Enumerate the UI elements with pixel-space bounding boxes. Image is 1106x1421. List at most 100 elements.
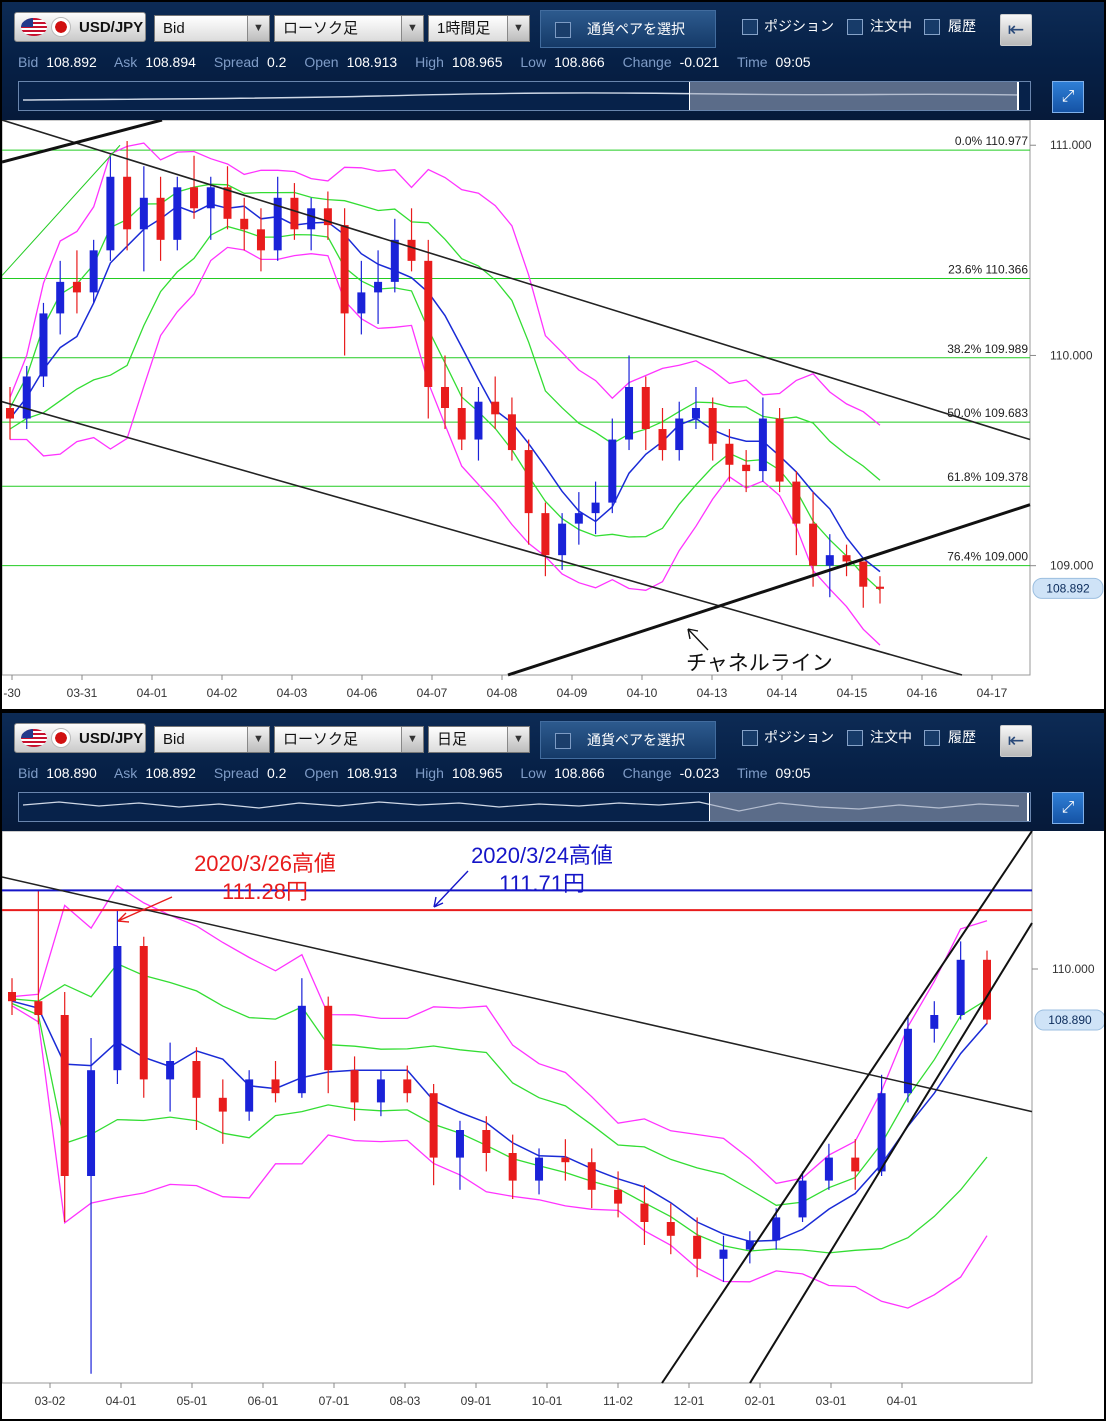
candle-body	[507, 414, 516, 451]
chart-settings-icon[interactable]: ⇤	[1000, 14, 1032, 46]
candle-body	[190, 187, 199, 209]
quote-value: 0.2	[266, 54, 287, 70]
candle-body	[930, 1015, 939, 1029]
currency-pair-selector[interactable]: USD/JPY	[14, 12, 146, 42]
chart-type-dropdown[interactable]: ローソク足 ▼	[274, 726, 424, 753]
navigator-range-handle[interactable]	[689, 82, 1019, 110]
navigator-scrollbar[interactable]	[18, 792, 1031, 822]
quote-label: Spread	[213, 54, 259, 70]
select-pair-label: 通貨ペアを選択	[587, 21, 685, 37]
candle-body	[173, 187, 182, 240]
price-type-value: Bid	[163, 20, 185, 37]
candle-body	[640, 1203, 649, 1222]
candle-body	[482, 1130, 491, 1153]
candle-body	[256, 229, 265, 251]
quote-value: 0.2	[266, 765, 287, 781]
x-tick-label: 04-01	[106, 1394, 137, 1408]
candle-body	[491, 401, 500, 415]
x-tick-label: 11-02	[603, 1394, 633, 1408]
us-flag-icon	[21, 18, 47, 36]
y-tick-label: 109.000	[1050, 559, 1094, 573]
candle-body	[809, 523, 818, 566]
chevron-down-icon: ▼	[507, 727, 529, 752]
candle-body	[675, 418, 684, 451]
candle-body	[792, 481, 801, 524]
chart-panel-daily: USD/JPY Bid ▼ ローソク足 ▼ 日足 ▼ 通貨ペアを選択 ポジション 注文…	[2, 713, 1104, 1419]
candle-body	[429, 1093, 438, 1158]
pair-checkbox[interactable]	[555, 22, 571, 38]
candle-body	[374, 281, 383, 293]
currency-pair-selector[interactable]: USD/JPY	[14, 723, 146, 753]
y-tick-label: 110.000	[1052, 962, 1095, 976]
chart-type-dropdown[interactable]: ローソク足 ▼	[274, 15, 424, 42]
trend-line-descending	[2, 876, 1033, 1113]
quote-value: 108.965	[451, 54, 503, 70]
candle-body	[561, 1157, 570, 1163]
candle-body	[223, 187, 232, 219]
chart-settings-icon[interactable]: ⇤	[1000, 725, 1032, 757]
history-checkbox[interactable]	[924, 730, 940, 746]
positions-checkbox[interactable]	[742, 730, 758, 746]
chart-type-value: ローソク足	[283, 20, 359, 37]
candle-body	[983, 959, 991, 1020]
select-pair-button[interactable]: 通貨ペアを選択	[540, 10, 716, 48]
quote-bar: Bid 108.892 Ask 108.894 Spread 0.2 Open 108.…	[18, 54, 825, 70]
navigator-scrollbar[interactable]	[18, 81, 1031, 111]
candle-body	[842, 555, 851, 562]
x-tick-label: 04-03	[277, 686, 308, 700]
candle-body	[424, 260, 433, 387]
quote-label: Change	[622, 765, 672, 781]
candle-body	[587, 1162, 596, 1190]
pair-checkbox[interactable]	[555, 733, 571, 749]
annotation-arrow	[117, 896, 173, 923]
candle-body	[825, 555, 834, 566]
quote-label: Open	[304, 765, 339, 781]
candle-body	[89, 250, 98, 293]
candle-body	[206, 187, 215, 209]
expand-icon[interactable]: ⤢	[1052, 81, 1084, 113]
x-tick-label: 04-17	[977, 686, 1008, 700]
x-tick-label: 04-07	[417, 686, 448, 700]
orders-checkbox[interactable]	[847, 19, 863, 35]
quote-value: 108.892	[145, 765, 196, 781]
expand-icon[interactable]: ⤢	[1052, 792, 1084, 824]
select-pair-label: 通貨ペアを選択	[587, 732, 685, 748]
positions-label: ポジション	[764, 18, 834, 34]
x-tick-label: 04-08	[487, 686, 518, 700]
candle-body	[407, 239, 416, 261]
candle-body	[614, 1189, 623, 1204]
candle-body	[376, 1079, 385, 1103]
price-type-value: Bid	[163, 731, 185, 748]
navigator-range-handle[interactable]	[709, 793, 1029, 821]
positions-checkbox[interactable]	[742, 19, 758, 35]
orders-checkbox[interactable]	[847, 730, 863, 746]
x-tick-label: 05-01	[177, 1394, 208, 1408]
timeframe-dropdown[interactable]: 1時間足 ▼	[428, 15, 530, 42]
candle-body	[8, 992, 16, 1002]
candle-body	[591, 502, 600, 514]
chart-toolbar: USD/JPY Bid ▼ ローソク足 ▼ 日足 ▼ 通貨ペアを選択 ポジション 注文…	[2, 713, 1104, 831]
quote-label: Change	[622, 54, 672, 70]
candle-body	[558, 523, 567, 556]
x-tick-label: 04-06	[347, 686, 378, 700]
select-pair-button[interactable]: 通貨ペアを選択	[540, 721, 716, 759]
candle-body	[123, 176, 132, 230]
candle-body	[139, 197, 148, 230]
candle-body	[340, 225, 349, 314]
current-price-tag	[1032, 577, 1104, 599]
candle-body	[745, 1240, 754, 1250]
fibonacci-diagonal	[2, 144, 121, 276]
history-checkbox[interactable]	[924, 19, 940, 35]
candle-body	[297, 1005, 306, 1094]
x-tick-label: 02-01	[745, 1394, 776, 1408]
candle-body	[641, 386, 650, 430]
x-tick-label: 06-01	[248, 1394, 279, 1408]
quote-value: 108.866	[554, 54, 605, 70]
timeframe-dropdown[interactable]: 日足 ▼	[428, 726, 530, 753]
timeframe-value: 日足	[437, 731, 468, 748]
price-type-dropdown[interactable]: Bid ▼	[154, 15, 270, 42]
candle-body	[455, 1130, 464, 1158]
price-type-dropdown[interactable]: Bid ▼	[154, 726, 270, 753]
chevron-down-icon: ▼	[401, 16, 423, 41]
candle-body	[290, 197, 299, 230]
